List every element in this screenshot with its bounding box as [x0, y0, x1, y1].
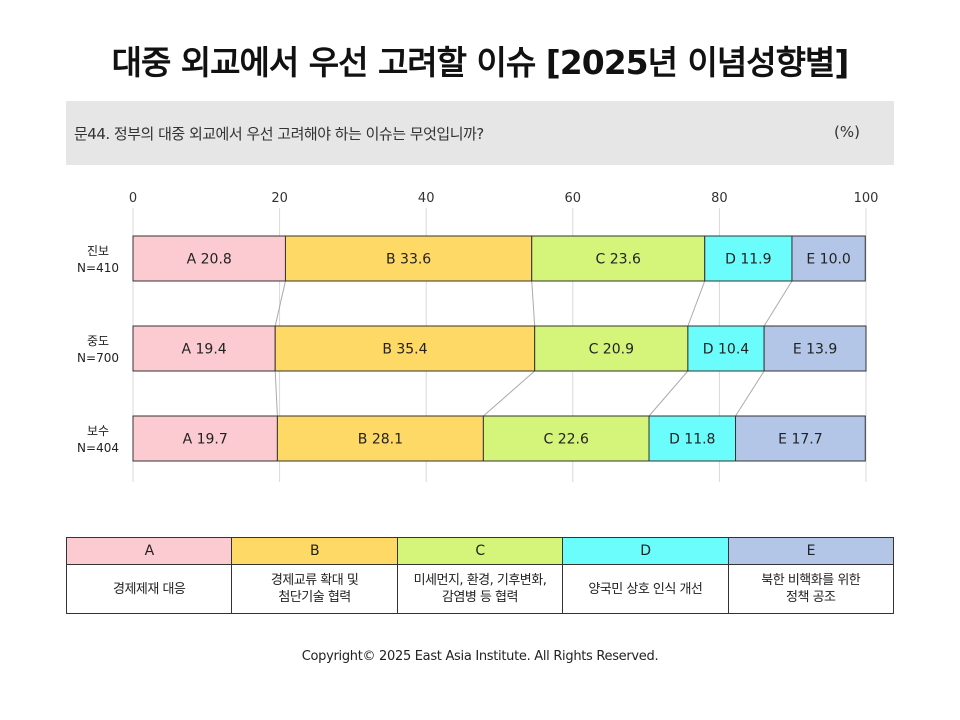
category-label: 진보: [87, 244, 109, 258]
bar-segment: [791, 235, 866, 282]
unit-label: (%): [834, 123, 860, 141]
legend-desc-b: 경제교류 확대 및 첨단기술 협력: [231, 564, 398, 614]
copyright-text: Copyright© 2025 East Asia Institute. All…: [301, 649, 659, 664]
question-bar: 문44. 정부의 대중 외교에서 우선 고려해야 하는 이슈는 무엇입니까? (…: [66, 101, 894, 165]
legend-header-b: B: [231, 537, 398, 565]
legend-header-d: D: [562, 537, 729, 565]
legend-desc-a: 경제제재 대응: [65, 564, 233, 614]
legend-description-row: 경제제재 대응 경제교류 확대 및 첨단기술 협력 미세먼지, 환경, 기후변화…: [65, 564, 895, 614]
connector-line: [531, 280, 536, 327]
bar-segment: [132, 235, 286, 282]
connector-line: [763, 280, 793, 327]
legend-desc-c: 미세먼지, 환경, 기후변화, 감염병 등 협력: [396, 564, 564, 614]
bar-segment: [704, 235, 793, 282]
legend-header-c: C: [396, 537, 564, 565]
question-text: 문44. 정부의 대중 외교에서 우선 고려해야 하는 이슈는 무엇입니까?: [74, 125, 484, 143]
x-tick-label: 0: [129, 191, 137, 206]
x-tick-label: 60: [565, 191, 582, 206]
connector-line: [274, 280, 286, 327]
legend-desc-d: 양국민 상호 인식 개선: [562, 564, 729, 614]
page-title: 대중 외교에서 우선 고려할 이슈 [2025년 이념성향별]: [111, 43, 850, 82]
connector-line: [483, 370, 536, 417]
data-label: A 19.4: [181, 342, 226, 358]
connector-line: [648, 370, 689, 417]
bar-segment: [735, 415, 866, 462]
bar-segment: [482, 415, 650, 462]
bar-segment: [687, 325, 765, 372]
bar-segment: [132, 325, 276, 372]
data-label: C 22.6: [543, 432, 588, 448]
legend-header-a: A: [65, 537, 233, 565]
legend-header-e: E: [727, 537, 895, 565]
data-label: C 20.9: [589, 342, 634, 358]
category-n-label: N=404: [77, 441, 119, 455]
connector-line: [687, 280, 706, 327]
bar-segment: [763, 325, 867, 372]
data-label: C 23.6: [596, 252, 641, 268]
x-tick-label: 20: [271, 191, 288, 206]
data-label: E 17.7: [778, 432, 822, 448]
data-label: A 19.7: [183, 432, 228, 448]
bar-segment: [274, 325, 536, 372]
bar-segment: [534, 325, 689, 372]
x-tick-label: 80: [711, 191, 728, 206]
x-tick-label: 40: [418, 191, 435, 206]
data-label: B 33.6: [386, 252, 431, 268]
data-label: B 28.1: [358, 432, 403, 448]
connector-line: [735, 370, 765, 417]
data-label: D 11.9: [725, 252, 771, 268]
bar-segment: [276, 415, 484, 462]
x-tick-label: 100: [854, 191, 879, 206]
data-label: B 35.4: [382, 342, 427, 358]
data-label: D 11.8: [669, 432, 715, 448]
legend-table: A B C D E 경제제재 대응 경제교류 확대 및 첨단기술 협력 미세먼지…: [65, 537, 895, 614]
bar-segment: [132, 415, 278, 462]
data-label: A 20.8: [187, 252, 232, 268]
category-label: 보수: [87, 424, 109, 438]
category-label: 중도: [87, 334, 109, 348]
data-label: E 10.0: [806, 252, 850, 268]
legend-header-row: A B C D E: [65, 537, 895, 565]
category-n-label: N=410: [77, 261, 119, 275]
connector-line: [274, 370, 278, 417]
data-label: E 13.9: [793, 342, 837, 358]
legend-desc-e: 북한 비핵화를 위한 정책 공조: [727, 564, 895, 614]
data-label: D 10.4: [703, 342, 749, 358]
bar-segment: [648, 415, 737, 462]
category-n-label: N=700: [77, 351, 119, 365]
stacked-bar-chart: 0 20 40 60 80 100 진보 N=410 A 20.8 B 33.6 C 23.6 D 1…: [77, 191, 879, 482]
